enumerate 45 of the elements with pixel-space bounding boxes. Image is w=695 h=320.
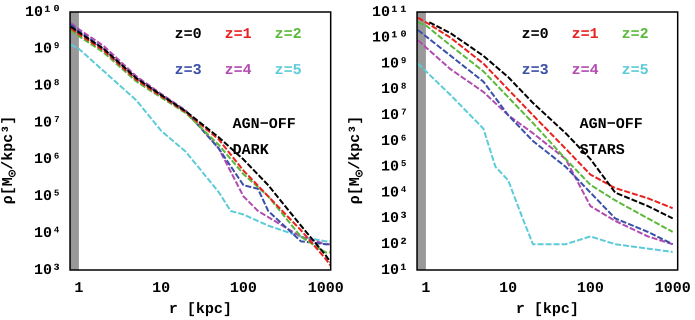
y-tick-label: 10⁷ bbox=[34, 114, 62, 132]
text: z=2 bbox=[622, 26, 649, 43]
y-tick-label: 10⁸ bbox=[34, 77, 62, 94]
x-tick-label: 1 bbox=[421, 280, 430, 297]
text: z=2 bbox=[274, 26, 302, 43]
text: z=3 bbox=[522, 62, 549, 79]
y-tick-label: 10⁶ bbox=[34, 151, 62, 168]
x-tick-label: 10 bbox=[499, 280, 518, 297]
x-axis-title: r [kpc] bbox=[516, 300, 579, 318]
x-tick-label: 1 bbox=[74, 280, 84, 297]
x-tick-label: 1000 bbox=[308, 280, 344, 297]
text: z=5 bbox=[622, 62, 649, 79]
y-tick-label: 10⁹ bbox=[34, 40, 62, 58]
y-tick-label: 10⁷ bbox=[381, 106, 408, 124]
x-tick-label: 100 bbox=[230, 280, 257, 297]
text: z=0 bbox=[174, 26, 202, 43]
y-tick-label: 10¹¹ bbox=[372, 4, 408, 21]
series-label: z=3 bbox=[174, 62, 202, 79]
y-tick-label: 10¹ bbox=[381, 262, 408, 279]
y-tick-label: 10⁵ bbox=[34, 188, 62, 206]
y-tick-label: 10¹⁰ bbox=[372, 30, 408, 47]
y-tick-label: 10⁴ bbox=[34, 224, 62, 242]
y-tick-label: 10⁴ bbox=[381, 184, 408, 202]
text: z=4 bbox=[224, 62, 252, 79]
x-tick-label: 10 bbox=[152, 280, 170, 297]
y-tick-label: 10³ bbox=[381, 210, 408, 228]
y-tick-label: 10⁵ bbox=[381, 158, 408, 176]
text: z=4 bbox=[572, 62, 599, 79]
annotation: AGN−OFF bbox=[232, 116, 296, 133]
y-tick-label: 10² bbox=[381, 236, 408, 253]
text: z=5 bbox=[274, 62, 302, 79]
annotation: AGN−OFF bbox=[580, 116, 643, 133]
text: z=1 bbox=[572, 26, 599, 43]
x-tick-label: 100 bbox=[576, 280, 604, 297]
y-tick-label: 10⁹ bbox=[381, 55, 408, 72]
text: z=0 bbox=[522, 26, 549, 43]
x-tick-label: 1000 bbox=[654, 280, 691, 297]
x-axis-title: r [kpc] bbox=[168, 300, 232, 318]
y-tick-label: 10³ bbox=[34, 262, 62, 279]
annotation: DARK bbox=[232, 142, 269, 159]
y-tick-label: 10¹⁰ bbox=[24, 4, 62, 21]
y-tick-label: 10⁸ bbox=[381, 81, 408, 98]
y-tick-label: 10⁶ bbox=[381, 132, 408, 150]
annotation: STARS bbox=[580, 142, 625, 159]
text: z=1 bbox=[224, 26, 252, 43]
